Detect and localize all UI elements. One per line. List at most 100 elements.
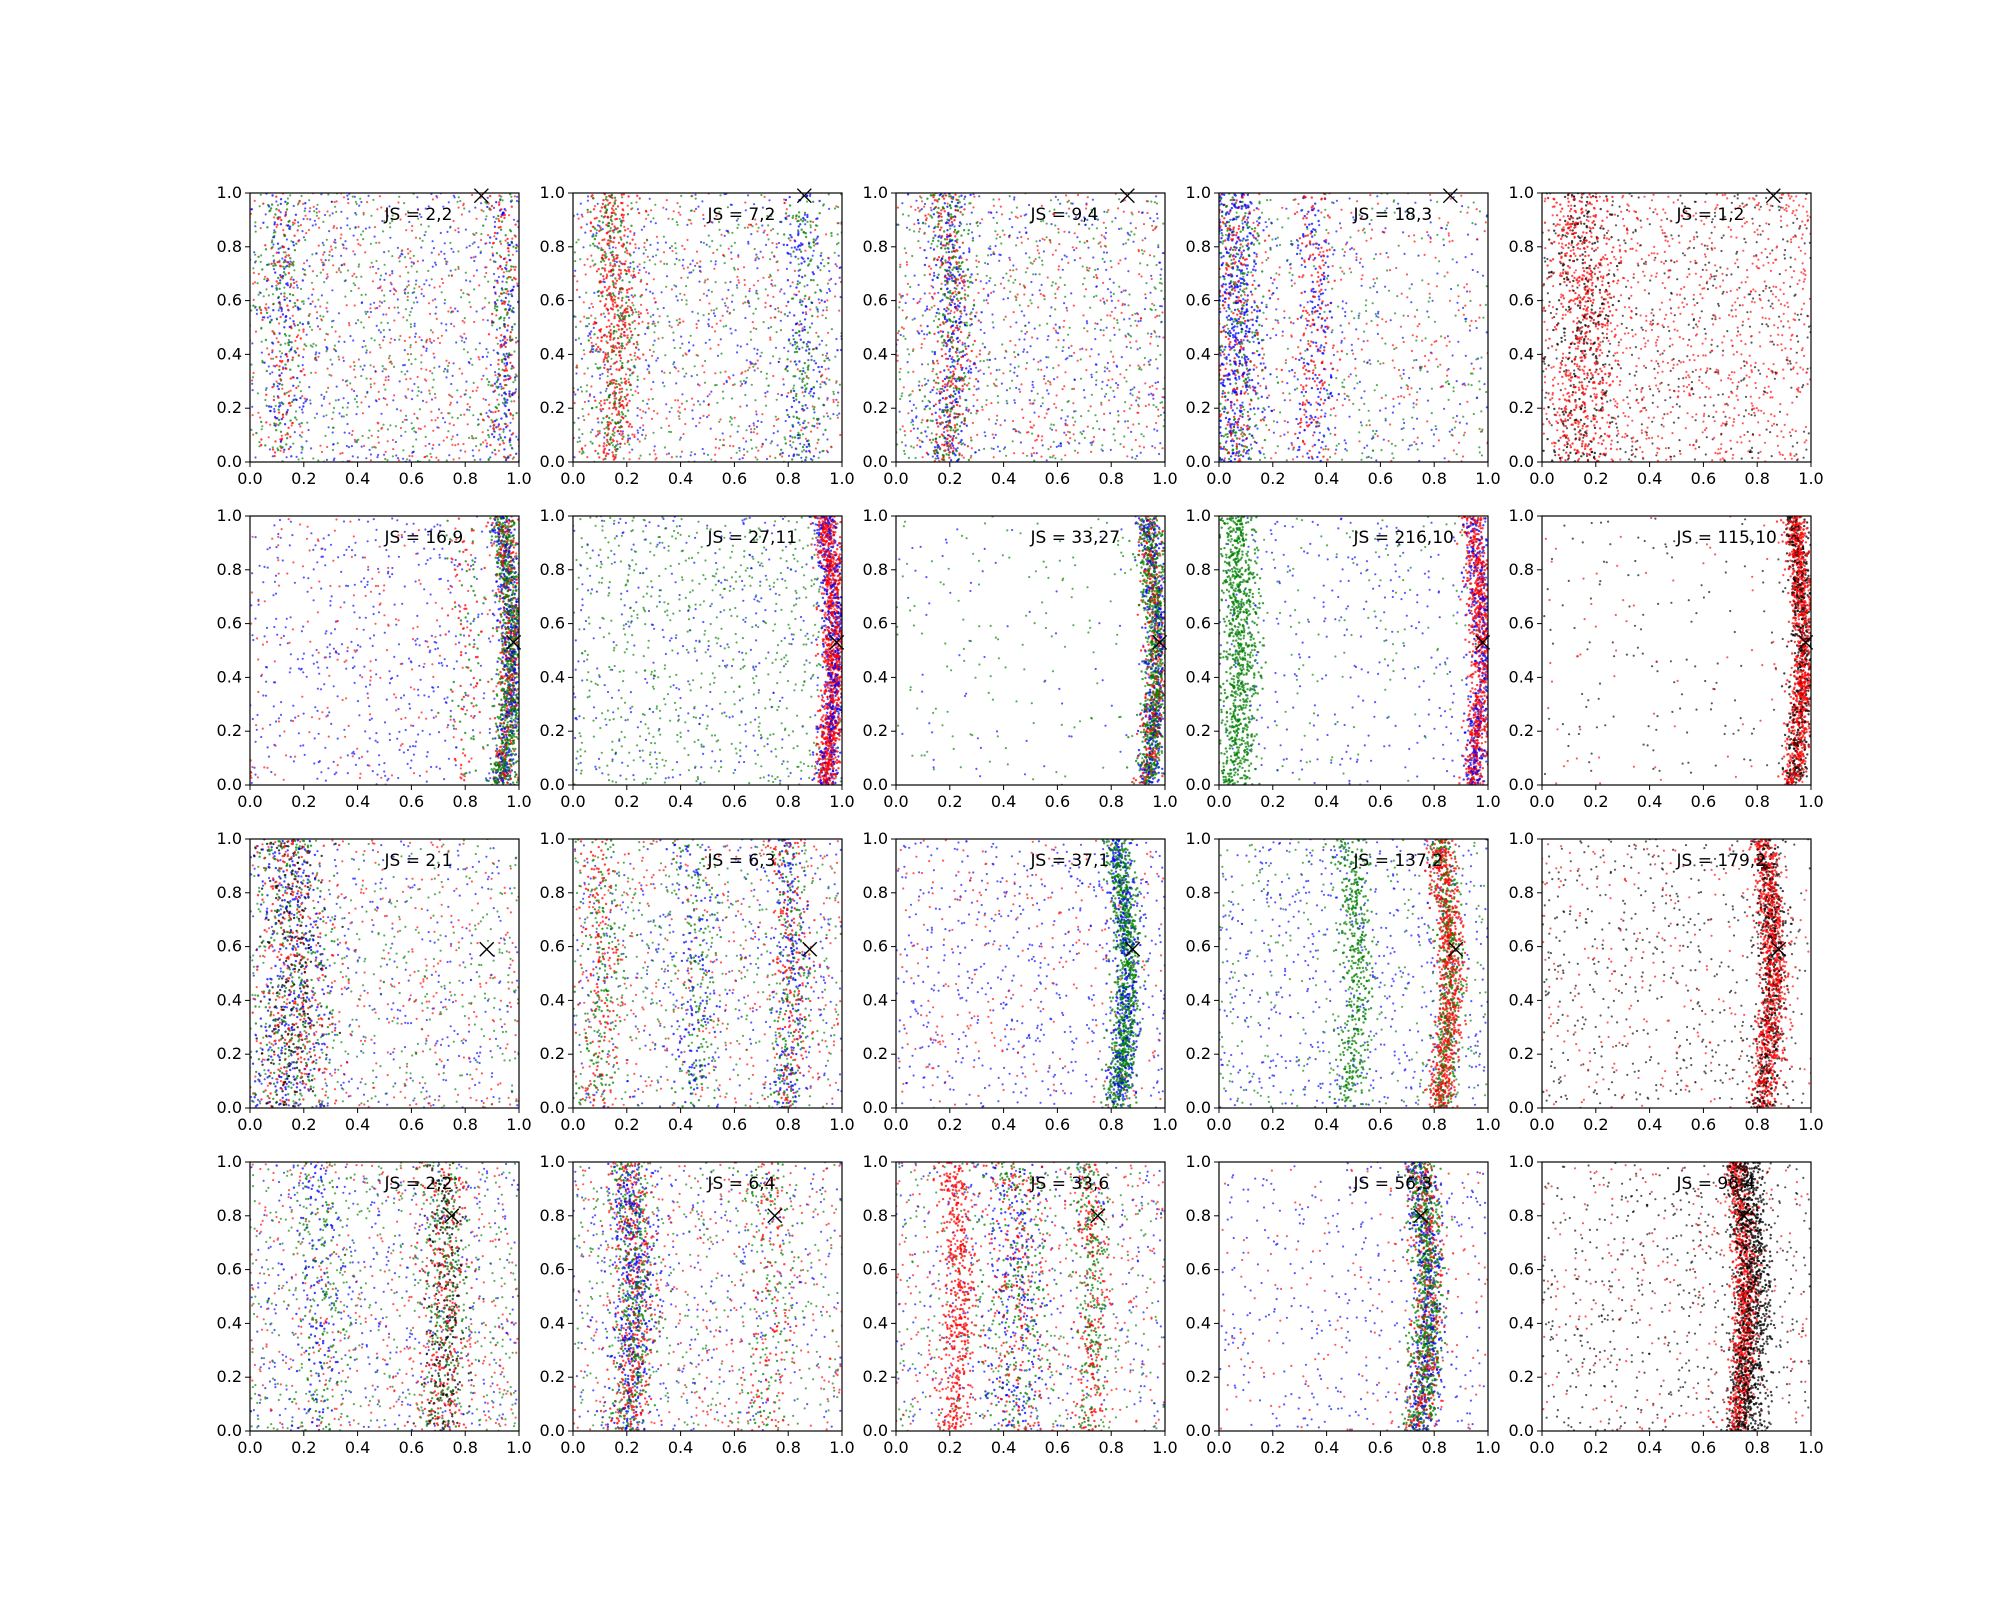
data-point — [654, 458, 657, 461]
data-point — [341, 451, 344, 455]
data-point — [798, 360, 801, 363]
data-point — [792, 334, 795, 337]
data-point — [443, 302, 446, 305]
data-point — [472, 454, 475, 457]
data-point — [986, 384, 989, 387]
data-point — [457, 231, 460, 234]
data-point — [346, 217, 349, 220]
data-point — [509, 421, 512, 424]
data-point — [515, 374, 518, 378]
data-point — [440, 322, 443, 325]
data-point — [630, 294, 633, 297]
data-point — [420, 367, 423, 370]
data-point — [384, 272, 387, 275]
data-point — [409, 344, 412, 347]
data-point — [414, 431, 418, 434]
data-point — [695, 323, 698, 326]
data-point — [612, 454, 615, 457]
data-point — [738, 281, 741, 284]
data-point — [902, 386, 905, 389]
data-point — [584, 325, 588, 328]
data-point — [504, 358, 507, 361]
data-point — [431, 372, 434, 375]
panel-3: 0.0 0.2 0.4 0.6 0.8 1.00.00.20.40.60.81.0JS =… — [863, 183, 1178, 488]
data-point — [801, 404, 804, 408]
data-point — [616, 227, 619, 230]
data-point — [756, 348, 759, 351]
data-point — [463, 321, 466, 324]
data-point — [806, 213, 809, 217]
data-point — [620, 387, 624, 390]
data-point — [762, 231, 765, 234]
data-point — [1128, 293, 1131, 296]
data-point — [329, 245, 333, 248]
data-point — [600, 421, 604, 424]
data-point — [606, 381, 609, 384]
data-point — [913, 223, 916, 226]
data-point — [1029, 261, 1032, 264]
data-point — [486, 196, 489, 199]
data-point — [294, 213, 298, 216]
data-point — [682, 320, 685, 323]
data-point — [595, 232, 598, 235]
data-point — [604, 256, 607, 260]
data-point — [422, 346, 425, 349]
data-point — [626, 291, 629, 294]
data-point — [353, 304, 356, 307]
data-point — [1132, 240, 1135, 243]
data-point — [818, 212, 821, 215]
data-point — [820, 374, 823, 377]
data-point — [444, 421, 447, 424]
data-point — [1061, 268, 1064, 271]
data-point — [395, 290, 398, 293]
data-point — [328, 250, 331, 253]
data-point — [464, 228, 467, 231]
data-point — [778, 357, 781, 360]
data-point — [619, 236, 622, 239]
data-point — [317, 298, 320, 301]
data-point — [639, 280, 642, 283]
data-point — [631, 301, 634, 304]
data-point — [423, 378, 427, 381]
data-point — [699, 260, 702, 263]
data-point — [610, 350, 614, 354]
data-point — [270, 262, 273, 265]
data-point — [1126, 420, 1129, 423]
x-tick-label: 1.0 — [829, 469, 854, 488]
data-point — [696, 312, 700, 315]
data-point — [331, 212, 334, 215]
data-point — [676, 202, 679, 205]
data-point — [622, 457, 625, 460]
data-point — [775, 418, 778, 421]
data-point — [359, 197, 362, 200]
data-point — [591, 305, 595, 309]
data-point — [593, 333, 596, 336]
data-point — [619, 335, 622, 338]
data-point — [285, 238, 288, 241]
data-point — [266, 347, 269, 350]
data-point — [614, 264, 617, 267]
data-point — [714, 438, 718, 441]
data-point — [644, 209, 648, 213]
data-point — [994, 284, 997, 287]
data-point — [400, 434, 403, 437]
data-point — [295, 386, 298, 390]
data-point — [1088, 267, 1091, 270]
data-point — [710, 260, 713, 263]
data-point — [596, 430, 599, 433]
data-point — [578, 428, 581, 431]
data-point — [453, 196, 456, 199]
data-point — [1124, 242, 1127, 245]
data-point — [798, 248, 801, 251]
data-point — [795, 331, 798, 335]
data-point — [484, 439, 487, 442]
data-point — [1138, 366, 1141, 369]
data-point — [443, 257, 446, 260]
data-point — [363, 364, 366, 367]
data-point — [383, 367, 386, 370]
data-point — [804, 249, 807, 252]
data-point — [1101, 444, 1104, 447]
data-point — [365, 349, 368, 352]
data-point — [431, 447, 434, 450]
data-point — [421, 399, 425, 402]
